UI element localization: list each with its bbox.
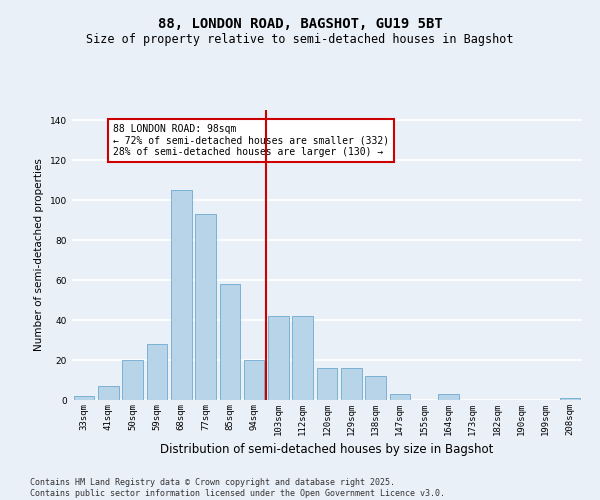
Text: Size of property relative to semi-detached houses in Bagshot: Size of property relative to semi-detach…	[86, 32, 514, 46]
Bar	[244, 360, 265, 400]
Y-axis label: Number of semi-detached properties: Number of semi-detached properties	[34, 158, 44, 352]
Text: 88, LONDON ROAD, BAGSHOT, GU19 5BT: 88, LONDON ROAD, BAGSHOT, GU19 5BT	[158, 18, 442, 32]
Bar	[195, 214, 216, 400]
Bar	[122, 360, 143, 400]
Bar	[98, 386, 119, 400]
Bar	[146, 344, 167, 400]
Bar	[220, 284, 240, 400]
X-axis label: Distribution of semi-detached houses by size in Bagshot: Distribution of semi-detached houses by …	[160, 444, 494, 456]
Bar	[268, 316, 289, 400]
Bar	[365, 376, 386, 400]
Bar	[74, 396, 94, 400]
Text: 88 LONDON ROAD: 98sqm
← 72% of semi-detached houses are smaller (332)
28% of sem: 88 LONDON ROAD: 98sqm ← 72% of semi-deta…	[113, 124, 389, 157]
Bar	[389, 394, 410, 400]
Bar	[560, 398, 580, 400]
Bar	[341, 368, 362, 400]
Bar	[292, 316, 313, 400]
Text: Contains HM Land Registry data © Crown copyright and database right 2025.
Contai: Contains HM Land Registry data © Crown c…	[30, 478, 445, 498]
Bar	[171, 190, 191, 400]
Bar	[317, 368, 337, 400]
Bar	[438, 394, 459, 400]
